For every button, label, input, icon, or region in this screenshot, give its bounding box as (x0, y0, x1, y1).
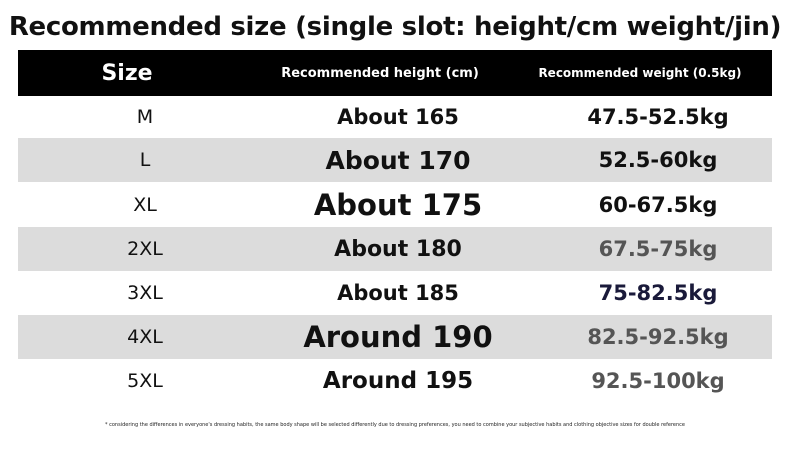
size-cell: M (136, 106, 154, 128)
height-cell: About 170 (325, 145, 471, 175)
weight-cell: 75-82.5kg (598, 281, 718, 305)
table-row: 3XL About 185 75-82.5kg (18, 271, 772, 315)
weight-cell: 92.5-100kg (591, 369, 725, 393)
table-row: L About 170 52.5-60kg (18, 138, 772, 182)
height-cell: About 180 (334, 236, 462, 262)
weight-cell: 47.5-52.5kg (587, 105, 729, 129)
weight-cell: 60-67.5kg (598, 193, 718, 217)
column-header: Recommended weight (0.5kg) (538, 66, 742, 80)
weight-cell: 67.5-75kg (598, 237, 718, 261)
column-header: Size (101, 60, 153, 86)
height-cell: About 175 (313, 188, 483, 222)
height-cell: About 165 (337, 105, 459, 129)
height-cell: About 185 (337, 281, 459, 305)
table-row: M About 165 47.5-52.5kg (18, 95, 772, 139)
size-cell: XL (133, 194, 157, 216)
height-cell: Around 195 (322, 368, 474, 394)
table-header: Size Recommended height (cm) Recommended… (18, 50, 772, 96)
table-row: XL About 175 60-67.5kg (18, 183, 772, 227)
table-row: 4XL Around 190 82.5-92.5kg (18, 315, 772, 359)
weight-cell: 82.5-92.5kg (587, 325, 729, 349)
table-row: 5XL Around 195 92.5-100kg (18, 359, 772, 403)
footnote: * considering the differences in everyon… (105, 422, 685, 428)
size-cell: 2XL (127, 238, 163, 260)
height-cell: Around 190 (303, 320, 493, 354)
size-cell: 3XL (127, 282, 163, 304)
size-cell: 5XL (127, 370, 163, 392)
column-header: Recommended height (cm) (281, 65, 479, 81)
title: Recommended size (single slot: height/cm… (8, 12, 782, 42)
weight-cell: 52.5-60kg (598, 148, 718, 172)
size-cell: L (139, 149, 151, 171)
size-cell: 4XL (127, 326, 163, 348)
table-row: 2XL About 180 67.5-75kg (18, 227, 772, 271)
